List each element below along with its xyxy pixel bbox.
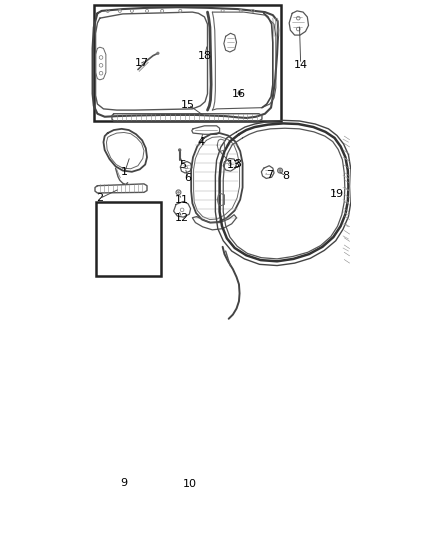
Circle shape <box>177 191 180 193</box>
Text: 4: 4 <box>197 137 205 147</box>
Text: 18: 18 <box>198 51 212 61</box>
Text: 2: 2 <box>96 193 103 204</box>
Bar <box>96 201 161 276</box>
Text: 10: 10 <box>182 479 196 489</box>
Text: 13: 13 <box>226 159 240 169</box>
Text: 5: 5 <box>179 159 186 169</box>
Text: 16: 16 <box>231 89 245 99</box>
Circle shape <box>192 447 195 449</box>
Text: 3: 3 <box>234 159 241 169</box>
Text: 19: 19 <box>330 189 344 199</box>
Circle shape <box>279 169 281 172</box>
Text: 1: 1 <box>121 167 128 177</box>
Circle shape <box>239 93 240 94</box>
Text: 15: 15 <box>181 100 195 110</box>
Text: 8: 8 <box>283 171 290 181</box>
Text: 11: 11 <box>174 195 188 205</box>
Text: 6: 6 <box>184 173 191 183</box>
Text: 14: 14 <box>294 60 308 70</box>
Circle shape <box>157 52 159 54</box>
Bar <box>95 5 281 121</box>
Text: 12: 12 <box>174 213 188 223</box>
Text: 17: 17 <box>134 58 148 68</box>
Text: 9: 9 <box>120 478 127 488</box>
Text: 7: 7 <box>265 171 273 180</box>
